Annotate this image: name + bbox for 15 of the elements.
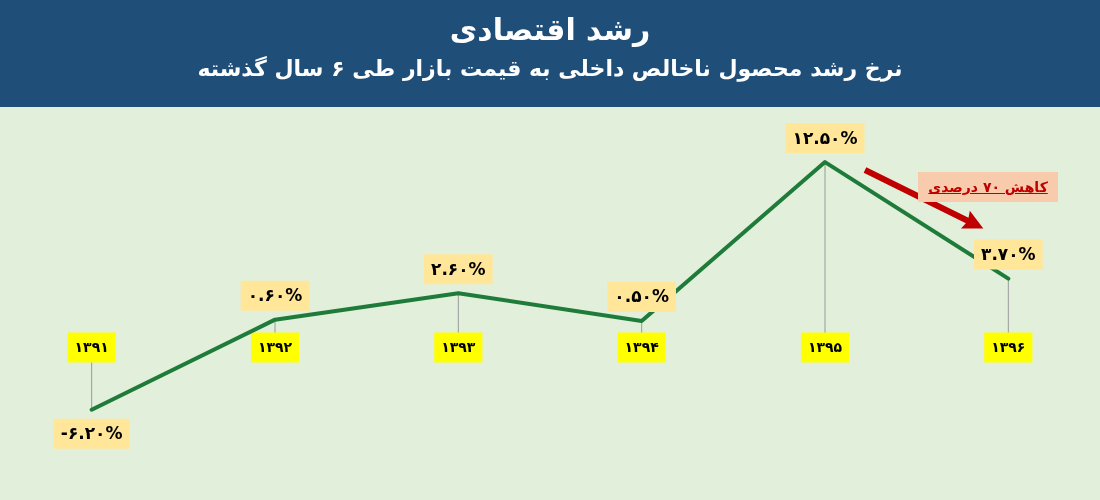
x-tick-label: ۱۳۹۵ [807, 339, 843, 356]
x-tick-label: ۱۳۹۴ [624, 339, 660, 356]
x-tick-label: ۱۳۹۳ [441, 339, 476, 356]
chart-subtitle: نرخ رشد محصول ناخالص داخلی به قیمت بازار طی ۶ سال گذشته [196, 56, 904, 81]
annotation: کاهش ۷۰ درصدی [918, 172, 1058, 203]
data-label: -۶.۲۰% [60, 423, 123, 444]
data-label: ۲.۶۰% [431, 258, 486, 279]
data-label: ۰.۶۰% [247, 285, 303, 306]
data-label: ۳.۷۰% [981, 244, 1036, 265]
x-tick-label: ۱۳۹۱ [74, 339, 109, 356]
x-tick-label: ۱۳۹۶ [991, 339, 1026, 356]
chart-title: رشد اقتصادی [448, 11, 652, 49]
data-label: ۱۲.۵۰% [792, 127, 858, 148]
data-label: ۰.۵۰% [614, 286, 669, 307]
x-tick-label: ۱۳۹۲ [257, 339, 293, 356]
